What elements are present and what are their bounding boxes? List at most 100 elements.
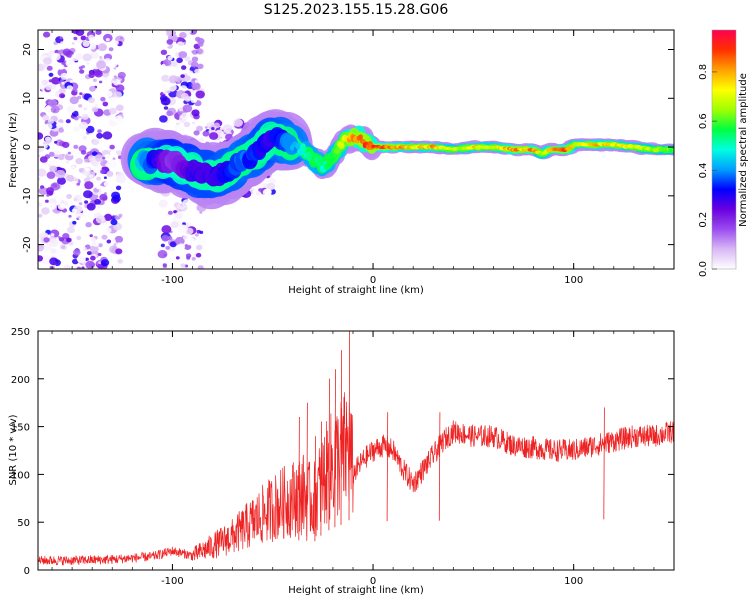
noise-blob: [105, 90, 113, 98]
noise-blob: [82, 135, 88, 140]
noise-blob: [165, 30, 174, 35]
noise-blob: [94, 70, 103, 78]
noise-blob: [163, 106, 169, 110]
snr-spike: [340, 350, 343, 525]
noise-blob: [264, 188, 272, 195]
noise-blob: [166, 39, 174, 45]
noise-blob: [161, 74, 170, 82]
noise-blob: [199, 230, 204, 234]
noise-blob: [43, 63, 49, 68]
noise-blob: [76, 182, 80, 186]
noise-blob: [72, 220, 77, 225]
colorbar-ticks: 0.0 0.2 0.4 0.6 0.8: [698, 64, 717, 277]
noise-blob: [44, 136, 52, 142]
noise-blob: [71, 165, 76, 169]
noise-blob: [197, 63, 204, 69]
noise-blob: [45, 123, 53, 130]
snr-ticks: -100 0 100 0 50 100 150 200 250: [11, 327, 675, 587]
noise-blob: [213, 122, 220, 129]
noise-blob: [191, 61, 199, 68]
noise-blob: [46, 187, 54, 194]
noise-blob: [72, 240, 77, 245]
spectrogram-ytick-label: 0: [22, 144, 33, 150]
noise-blob: [69, 96, 79, 105]
ridge-cell: [317, 156, 324, 164]
ridge-cell: [310, 151, 315, 158]
noise-blob: [106, 159, 117, 168]
colorbar-tick-label: 0.4: [698, 162, 709, 178]
noise-blob: [179, 115, 183, 119]
noise-blob: [40, 87, 46, 91]
noise-blob: [61, 245, 66, 249]
colorbar-tick-label: 0.2: [698, 212, 709, 228]
noise-blob: [38, 177, 41, 181]
noise-blob: [43, 178, 48, 182]
snr-series-line: [38, 392, 674, 566]
noise-blob: [39, 40, 47, 46]
noise-blob: [98, 80, 103, 84]
noise-blob: [90, 255, 96, 261]
noise-blob: [118, 213, 123, 218]
colorbar-frame: [711, 29, 737, 270]
noise-blob: [198, 42, 204, 47]
noise-blob: [85, 167, 90, 172]
noise-blob: [161, 63, 166, 68]
noise-blob: [42, 114, 50, 121]
noise-blob: [173, 210, 177, 214]
noise-blob: [110, 190, 114, 193]
noise-blob: [176, 57, 183, 64]
noise-blob: [96, 176, 101, 181]
spectrogram-xtick-label: 0: [370, 275, 376, 286]
snr-spike: [306, 402, 308, 541]
noise-blob: [89, 234, 93, 238]
noise-blob: [103, 213, 113, 221]
noise-blob: [88, 72, 95, 79]
noise-blob: [178, 107, 184, 112]
noise-blob: [81, 266, 85, 269]
noise-blob: [50, 105, 60, 114]
noise-blob: [196, 48, 204, 55]
noise-blob: [85, 222, 92, 228]
noise-blob: [65, 119, 71, 124]
noise-blob: [69, 180, 79, 189]
noise-blob: [161, 235, 170, 242]
noise-blob: [60, 41, 64, 45]
noise-blob: [81, 113, 89, 120]
spectrogram-ytick-label: -10: [22, 188, 33, 204]
snr-ytick-label: 100: [11, 470, 30, 481]
noise-blob: [169, 241, 177, 248]
noise-blob: [81, 238, 85, 242]
noise-blob: [99, 193, 108, 201]
noise-blob: [209, 132, 219, 140]
noise-blob: [62, 233, 70, 240]
noise-blob: [81, 246, 86, 250]
noise-blob: [86, 251, 92, 256]
noise-blob: [182, 104, 193, 113]
noise-blob: [159, 115, 168, 123]
noise-blob: [75, 53, 83, 60]
noise-blob: [116, 150, 120, 154]
noise-blob: [94, 198, 101, 205]
noise-blob: [171, 61, 178, 67]
noise-blob: [59, 93, 66, 99]
noise-blob: [73, 116, 79, 121]
noise-blob: [48, 99, 58, 108]
noise-blob: [88, 43, 97, 50]
noise-blob: [108, 47, 114, 52]
noise-blob: [103, 154, 112, 161]
spectrogram-ylabel: Frequency (Hz): [8, 112, 19, 188]
noise-blob: [38, 213, 43, 218]
snr-panel: -100 0 100 0 50 100 150 200 250 Height of straig…: [8, 327, 675, 596]
noise-blob: [206, 122, 212, 127]
noise-blob: [197, 239, 207, 247]
noise-blob: [66, 226, 75, 234]
noise-blob: [190, 97, 198, 104]
noise-blob: [57, 177, 66, 185]
noise-blob: [60, 79, 64, 82]
noise-blob: [160, 49, 168, 55]
snr-xtick-label: 100: [564, 576, 583, 587]
noise-blob: [269, 178, 276, 184]
snr-spike: [314, 436, 316, 542]
noise-blob: [198, 137, 205, 143]
noise-blob: [88, 37, 93, 41]
